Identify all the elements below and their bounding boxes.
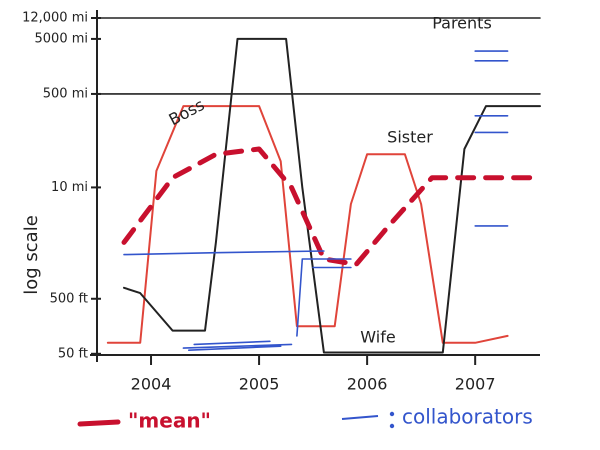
series-annotation: Sister	[387, 128, 433, 147]
series-annotation: Parents	[432, 14, 492, 33]
legend-colon	[389, 411, 395, 417]
x-tick-label: 2006	[347, 375, 388, 394]
series-line	[123, 37, 541, 354]
x-tick-label: 2004	[131, 375, 172, 394]
y-tick-label: 10 mi	[51, 180, 88, 195]
x-tick-label: 2005	[239, 375, 280, 394]
series-line	[121, 146, 543, 267]
series-line	[106, 105, 509, 344]
x-tick-label: 2007	[455, 375, 496, 394]
legend-swatch	[341, 415, 379, 420]
y-axis-label: log scale	[21, 215, 42, 295]
legend-swatch	[77, 419, 121, 427]
y-tick-label: 500 ft	[50, 291, 88, 306]
legend-label: "mean"	[128, 409, 211, 433]
legend-label: collaborators	[402, 405, 533, 429]
y-tick-label: 5000 mi	[35, 31, 89, 46]
y-tick-label: 12,000 mi	[22, 11, 88, 26]
series-line	[123, 50, 509, 351]
series-annotation: Wife	[360, 328, 395, 347]
y-tick-label: 50 ft	[58, 346, 88, 361]
legend-colon	[389, 423, 395, 429]
y-tick-label: 500 mi	[43, 86, 88, 101]
